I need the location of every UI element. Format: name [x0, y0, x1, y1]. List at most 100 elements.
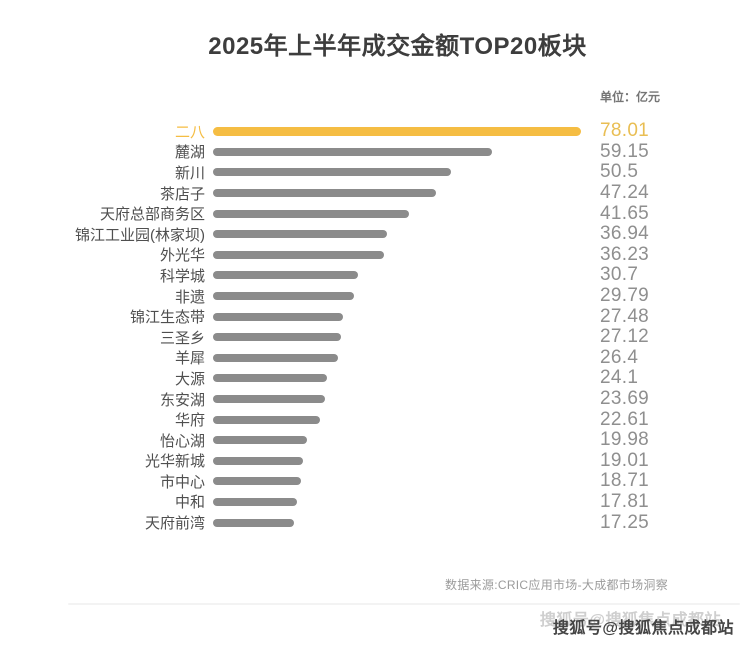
bar-track — [213, 477, 581, 486]
value-label: 36.23 — [600, 243, 650, 265]
category-label: 光华新城 — [144, 453, 205, 471]
category-label: 茶店子 — [159, 185, 205, 203]
card-bottom-edge — [68, 603, 740, 605]
chart-row: 市中心 18.71 — [0, 470, 740, 492]
bar-track — [213, 415, 581, 424]
chart-row: 锦江工业园(林家坝) 36.94 — [0, 223, 740, 245]
chart-row: 光华新城 19.01 — [0, 449, 740, 472]
bar-track — [213, 518, 581, 527]
value-bar — [213, 312, 343, 321]
bar-track — [213, 436, 581, 445]
value-bar — [213, 333, 341, 342]
value-bar — [213, 168, 451, 177]
value-label: 30.7 — [600, 264, 639, 286]
category-label: 科学城 — [159, 267, 205, 285]
category-label: 东安湖 — [159, 391, 205, 409]
bar-track — [213, 312, 581, 321]
chart-row: 羊犀 26.4 — [0, 346, 740, 369]
category-label: 三圣乡 — [159, 329, 205, 347]
value-label: 17.25 — [600, 511, 650, 533]
category-label: 大源 — [174, 370, 205, 388]
category-label: 新川 — [174, 164, 205, 182]
bar-track — [213, 395, 581, 404]
chart-row: 大源 24.1 — [0, 367, 740, 389]
category-label: 麓湖 — [174, 144, 205, 162]
chart-row: 中和 17.81 — [0, 490, 740, 513]
bar-track — [213, 374, 581, 383]
chart-row: 天府总部商务区 41.65 — [0, 203, 740, 224]
sohu-watermark: 搜狐号@搜狐焦点成都站 — [552, 620, 734, 637]
category-label: 天府总部商务区 — [99, 206, 205, 224]
value-label: 29.79 — [600, 285, 650, 307]
bar-track — [213, 168, 581, 177]
value-label: 19.01 — [600, 449, 650, 471]
bar-chart: 二八 78.01 麓湖 59.15 新川 50.5 茶店子 47.24 天府总部… — [0, 120, 740, 533]
bar-track — [213, 271, 581, 280]
chart-row: 锦江生态带 27.48 — [0, 306, 740, 327]
category-label: 二八 — [174, 123, 205, 141]
value-label: 36.94 — [600, 223, 650, 245]
bar-track — [213, 353, 581, 362]
value-label: 27.12 — [600, 326, 650, 348]
data-source-note: 数据来源:CRIC应用市场-大成都市场洞察 — [445, 578, 668, 592]
value-label: 78.01 — [600, 120, 650, 142]
value-label: 17.81 — [600, 490, 650, 512]
chart-row: 麓湖 59.15 — [0, 140, 740, 163]
value-bar — [213, 477, 301, 486]
value-bar — [213, 126, 581, 136]
bar-track — [213, 292, 581, 301]
value-label: 41.65 — [600, 202, 650, 224]
category-label: 锦江生态带 — [129, 309, 205, 327]
value-bar — [213, 497, 297, 506]
value-bar — [213, 250, 384, 259]
value-label: 47.24 — [600, 182, 650, 204]
value-bar — [213, 395, 325, 404]
category-label: 外光华 — [159, 247, 205, 265]
value-label: 19.98 — [600, 429, 650, 451]
category-label: 非遗 — [174, 288, 205, 306]
bar-track — [213, 456, 581, 465]
bar-track — [213, 250, 581, 259]
bar-track — [213, 230, 581, 239]
value-label: 26.4 — [600, 346, 639, 368]
value-bar — [213, 209, 409, 218]
chart-title: 2025年上半年成交金额TOP20板块 — [208, 33, 587, 60]
category-label: 华府 — [174, 412, 205, 430]
chart-row: 茶店子 47.24 — [0, 182, 740, 204]
chart-row: 科学城 30.7 — [0, 264, 740, 286]
value-bar — [213, 456, 303, 465]
bar-track — [213, 189, 581, 198]
value-bar — [213, 189, 436, 198]
value-bar — [213, 292, 354, 301]
value-bar — [213, 374, 327, 383]
chart-row: 新川 50.5 — [0, 161, 740, 183]
chart-row: 二八 78.01 — [0, 120, 740, 142]
value-label: 23.69 — [600, 388, 650, 410]
value-label: 18.71 — [600, 470, 650, 492]
value-bar — [213, 271, 358, 280]
value-label: 59.15 — [600, 140, 650, 162]
value-label: 22.61 — [600, 408, 650, 430]
bar-track — [213, 497, 581, 506]
unit-label: 单位：亿元 — [600, 90, 661, 104]
category-label: 中和 — [174, 494, 205, 512]
value-label: 24.1 — [600, 367, 639, 389]
value-bar — [213, 518, 294, 527]
category-label: 天府前湾 — [144, 515, 205, 533]
chart-row: 华府 22.61 — [0, 409, 740, 430]
chart-row: 非遗 29.79 — [0, 285, 740, 307]
bar-track — [213, 209, 581, 218]
value-bar — [213, 415, 320, 424]
category-label: 市中心 — [159, 473, 205, 491]
chart-row: 外光华 36.23 — [0, 243, 740, 266]
bar-track — [213, 147, 581, 156]
value-label: 50.5 — [600, 161, 639, 183]
bar-track — [213, 333, 581, 342]
bar-track — [213, 126, 581, 136]
chart-row: 怡心湖 19.98 — [0, 429, 740, 451]
value-bar — [213, 230, 387, 239]
value-bar — [213, 353, 338, 362]
value-label: 27.48 — [600, 305, 650, 327]
category-label: 羊犀 — [174, 350, 205, 368]
